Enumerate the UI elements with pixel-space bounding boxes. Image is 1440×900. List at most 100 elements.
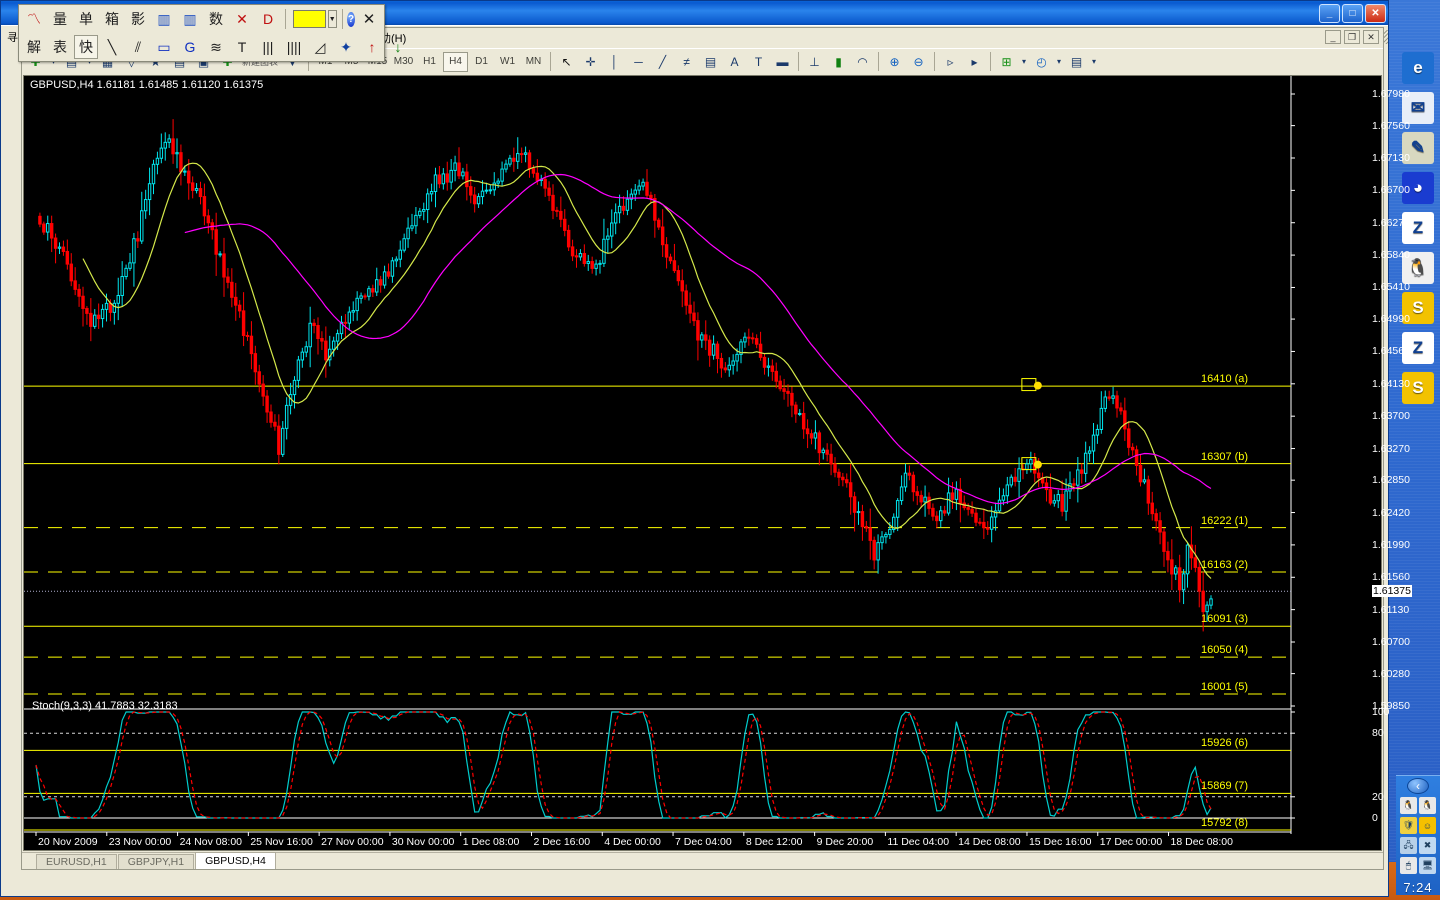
qq-penguin-icon[interactable]: 🐧: [1402, 252, 1434, 284]
level-label[interactable]: 16222 (1): [1201, 514, 1249, 527]
tray-icon-row-4[interactable]: 🖱 🖥: [1400, 857, 1436, 874]
rectangle-icon[interactable]: ▭: [157, 38, 171, 55]
pencil-cup-icon[interactable]: ✎: [1402, 132, 1434, 164]
fibo-expansion-icon[interactable]: ≋: [210, 38, 222, 55]
level-label[interactable]: 16050 (4): [1201, 644, 1249, 657]
indicators-dropdown[interactable]: ▾: [1021, 57, 1026, 66]
mdi-window-buttons[interactable]: _ ❐ ✕: [1325, 30, 1379, 44]
timeframe-h4[interactable]: H4: [443, 51, 468, 72]
explain-char-button[interactable]: 解: [27, 39, 41, 55]
mouse-icon[interactable]: 🖱: [1400, 857, 1417, 874]
volume-char-button[interactable]: 量: [53, 11, 67, 27]
shadow-char-button[interactable]: 影: [131, 11, 145, 27]
trendline-icon[interactable]: ╲: [107, 38, 117, 55]
tray-collapse-icon[interactable]: ‹: [1407, 778, 1429, 794]
fibonacci-icon[interactable]: ▤: [704, 54, 717, 69]
window-maximize-button[interactable]: □: [1342, 3, 1363, 23]
internet-explorer-icon[interactable]: e: [1402, 52, 1434, 84]
level-label[interactable]: 16163 (2): [1201, 559, 1249, 571]
custom-floating-toolbar[interactable]: 〽量单箱影 ▥ ▥ 数 ✕ D ▼? ✕ 解表快 ╲ ⫽ ▭ G ≋ T ||| |||| ◿ ✦ ↑ ↓: [18, 4, 402, 62]
trendline-icon[interactable]: ╱: [658, 54, 667, 69]
zoom-out-icon[interactable]: ⊖: [913, 54, 924, 69]
menu-item-help[interactable]: 助(H): [380, 33, 407, 45]
timeframe-w1[interactable]: W1: [500, 56, 515, 67]
custom-toolbar-row-1[interactable]: 〽量单箱影 ▥ ▥ 数 ✕ D ▼? ✕: [19, 5, 384, 33]
sogou-icon-2[interactable]: S: [1402, 372, 1434, 404]
level-label[interactable]: 16410 (a): [1201, 373, 1249, 386]
window-close-button[interactable]: ✕: [1365, 3, 1386, 23]
box-char-button[interactable]: 箱: [105, 11, 119, 27]
pinwheel-icon[interactable]: ◕: [1402, 172, 1434, 204]
single-char-button[interactable]: 单: [79, 11, 93, 27]
bars-icon-2[interactable]: ▥: [183, 10, 197, 27]
bars-icon-1[interactable]: ▥: [157, 10, 171, 27]
channel-icon[interactable]: ⫽: [134, 38, 142, 55]
chart-tab-strip[interactable]: EURUSD,H1 GBPJPY,H1 GBPUSD,H4: [22, 852, 1383, 869]
chart-tab-gbpjpy-h1[interactable]: GBPJPY,H1: [117, 854, 195, 869]
color-combo-arrow[interactable]: ▼: [327, 10, 337, 28]
vertical-lines-icon-1[interactable]: |||: [262, 39, 274, 55]
text-label-icon[interactable]: T: [237, 39, 247, 55]
cursor-icon[interactable]: ↖: [561, 54, 572, 69]
tray-clock[interactable]: 7:24: [1403, 880, 1433, 895]
z-app-icon-2[interactable]: Z: [1402, 332, 1434, 364]
gann-icon[interactable]: G: [184, 39, 196, 55]
templates-dropdown[interactable]: ▾: [1091, 57, 1096, 66]
qq-tray-icon-2[interactable]: 🐧: [1419, 797, 1436, 814]
quick-char-button[interactable]: 快: [74, 35, 98, 59]
level-label[interactable]: 16307 (b): [1201, 450, 1249, 463]
number-char-button[interactable]: 数: [209, 11, 223, 27]
custom-toolbar-row-2[interactable]: 解表快 ╲ ⫽ ▭ G ≋ T ||| |||| ◿ ✦ ↑ ↓: [19, 33, 402, 61]
tray-icon-row-1[interactable]: 🐧 🐧: [1400, 797, 1436, 814]
timeframe-mn[interactable]: MN: [525, 56, 542, 67]
smiley-icon[interactable]: ☺: [1419, 817, 1436, 834]
outlook-express-icon[interactable]: ✉: [1402, 92, 1434, 124]
bar-chart-icon[interactable]: ⊥: [809, 54, 820, 69]
table-char-button[interactable]: 表: [53, 39, 67, 55]
periods-button[interactable]: ◴: [1036, 54, 1047, 69]
level-label[interactable]: 15869 (7): [1201, 780, 1249, 793]
mdi-restore-button[interactable]: ❐: [1344, 30, 1360, 44]
z-app-icon[interactable]: Z: [1402, 212, 1434, 244]
arrow-up-icon[interactable]: ↑: [368, 39, 376, 55]
indicators-button[interactable]: ⊞: [1001, 54, 1012, 69]
level-label[interactable]: 16091 (3): [1201, 613, 1249, 626]
shield-icon[interactable]: 🛡: [1400, 817, 1417, 834]
toolbar-right-group[interactable]: ↖ ✛ │ ─ ╱ ≠ ▤ A T ▬ ⊥ ▮ ◠ ⊕ ⊖ ▹ ▸ ⊞ ▾ ◴ ▾ ▤ ▾: [555, 51, 1099, 73]
templates-button[interactable]: ▤: [1070, 54, 1083, 69]
shape-icon[interactable]: ▬: [776, 54, 789, 69]
zoom-in-icon[interactable]: ⊕: [889, 54, 900, 69]
mdi-minimize-button[interactable]: _: [1325, 30, 1341, 44]
menu-bar[interactable]: 助(H) _ ❐ ✕: [22, 28, 1383, 48]
text-label-icon[interactable]: T: [754, 54, 763, 69]
chart-tab-eurusd-h1[interactable]: EURUSD,H1: [36, 854, 117, 869]
timeframe-m30[interactable]: M30: [393, 56, 414, 67]
equidistant-channel-icon[interactable]: ≠: [683, 54, 690, 69]
network-error-icon[interactable]: ✖: [1419, 837, 1436, 854]
expert-advisors-button[interactable]: 新建图表: [241, 57, 278, 67]
auto-scroll-icon[interactable]: ▹: [947, 54, 954, 69]
system-tray-panel[interactable]: ‹ 🐧 🐧 🛡 ☺ 🖧 ✖ 🖱 🖥 7:24: [1396, 775, 1440, 895]
level-label[interactable]: 16001 (5): [1201, 680, 1249, 693]
network-icon[interactable]: 🖧: [1400, 837, 1417, 854]
help-icon[interactable]: ?: [347, 11, 355, 27]
delete-d-icon[interactable]: D: [262, 11, 274, 27]
timeframe-d1[interactable]: D1: [475, 56, 488, 67]
tray-icon-row-2[interactable]: 🛡 ☺: [1400, 817, 1436, 834]
chart-area[interactable]: GBPUSD,H4 1.61181 1.61485 1.61120 1.6137…: [23, 75, 1412, 851]
sogou-icon[interactable]: S: [1402, 292, 1434, 324]
mdi-close-button[interactable]: ✕: [1363, 30, 1379, 44]
delete-cross-icon[interactable]: ✕: [236, 10, 248, 27]
qq-tray-icon-1[interactable]: 🐧: [1400, 797, 1417, 814]
timeframe-h1[interactable]: H1: [423, 56, 436, 67]
close-toolbar-icon[interactable]: ✕: [362, 11, 376, 28]
vertical-line-icon[interactable]: │: [610, 54, 619, 69]
candles-icon[interactable]: 〽: [27, 11, 41, 27]
horizontal-line-icon[interactable]: ─: [634, 54, 643, 69]
tray-icon-row-3[interactable]: 🖧 ✖: [1400, 837, 1436, 854]
line-chart-icon[interactable]: ◠: [857, 54, 868, 69]
crosshair-icon[interactable]: ✛: [585, 54, 596, 69]
display-icon[interactable]: 🖥: [1419, 857, 1436, 874]
window-minimize-button[interactable]: _: [1319, 3, 1340, 23]
chart-canvas[interactable]: [24, 76, 1381, 850]
